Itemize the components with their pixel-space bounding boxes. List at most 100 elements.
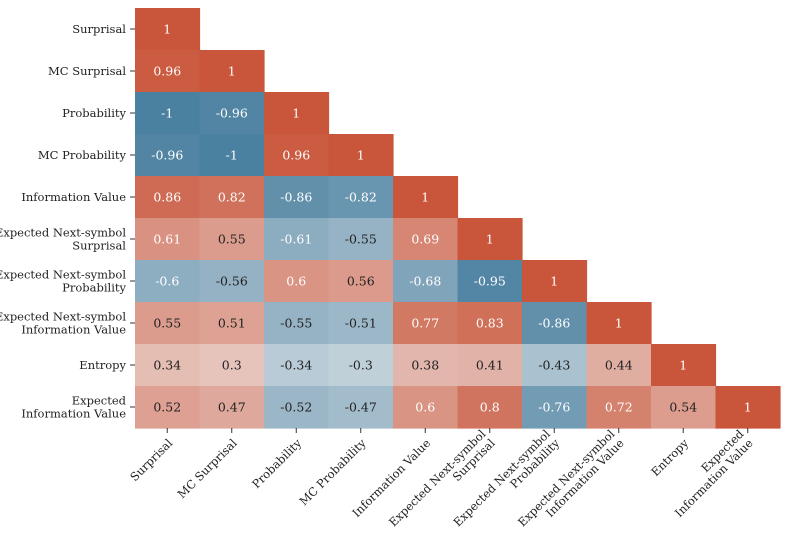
cell-value-r4-c2: -0.86 [280, 190, 312, 205]
cell-value-r4-c1: 0.82 [218, 190, 246, 205]
heatmap-cell-r7-c0 [135, 302, 201, 345]
cell-value-r6-c4: -0.68 [409, 274, 441, 289]
heatmap-cell-r1-c0 [135, 50, 201, 93]
heatmap-cell-r5-c3 [328, 218, 394, 261]
heatmap-cell-r9-c8 [651, 386, 717, 429]
heatmap-cell-r9-c7 [586, 386, 652, 429]
col-label-entropy: Entropy [648, 436, 691, 479]
heatmap-cell-r4-c0 [135, 176, 201, 219]
cell-value-r6-c1: -0.56 [216, 274, 248, 289]
cell-value-r5-c4: 0.69 [411, 232, 439, 247]
cell-value-r9-c4: 0.6 [415, 400, 435, 415]
row-label-expected-information-value-line-0: Expected [72, 394, 127, 408]
heatmap-cell-r7-c7 [586, 302, 652, 345]
heatmap-cell-r5-c4 [393, 218, 459, 261]
col-label-mc-surprisal: MC Surprisal [175, 436, 240, 501]
cell-value-r5-c5: 1 [486, 232, 494, 247]
cell-value-r7-c7: 1 [615, 316, 623, 331]
heatmap-cell-r4-c4 [393, 176, 459, 219]
heatmap-cell-r6-c4 [393, 260, 459, 303]
heatmap-cell-r9-c2 [264, 386, 330, 429]
heatmap-cell-r0-c0 [135, 8, 201, 51]
heatmap-cell-r7-c1 [199, 302, 265, 345]
cell-value-r6-c3: 0.56 [347, 274, 375, 289]
heatmap-cell-r8-c8 [651, 344, 717, 387]
row-label-expected-next-symbol-probability-line-1: Probability [62, 281, 126, 295]
col-label-surprisal: Surprisal [127, 436, 175, 484]
cell-value-r8-c3: -0.3 [349, 358, 373, 373]
cell-value-r8-c2: -0.34 [280, 358, 312, 373]
col-label-probability: Probability [249, 436, 304, 491]
heatmap-cell-r4-c1 [199, 176, 265, 219]
cell-value-r5-c2: -0.61 [280, 232, 312, 247]
cell-value-r9-c7: 0.72 [605, 400, 633, 415]
cell-value-r9-c0: 0.52 [153, 400, 181, 415]
cell-value-r9-c2: -0.52 [280, 400, 312, 415]
cell-value-r6-c0: -0.6 [155, 274, 179, 289]
cell-value-r7-c4: 0.77 [411, 316, 439, 331]
heatmap-cell-r8-c1 [199, 344, 265, 387]
row-label-expected-information-value-line-1: Information Value [21, 407, 126, 421]
cell-value-r1-c0: 0.96 [153, 64, 181, 79]
row-label-expected-next-symbol-information-value-line-0: Expected Next-symbol [0, 310, 126, 324]
heatmap-cell-r8-c0 [135, 344, 201, 387]
row-label-expected-next-symbol-surprisal-line-1: Surprisal [72, 239, 126, 253]
heatmap-cell-r6-c0 [135, 260, 201, 303]
heatmap-cell-r5-c5 [457, 218, 523, 261]
cell-value-r9-c1: 0.47 [218, 400, 246, 415]
cell-value-r5-c1: 0.55 [218, 232, 246, 247]
heatmap-cell-r8-c4 [393, 344, 459, 387]
cell-value-r6-c5: -0.95 [474, 274, 506, 289]
col-label-mc-probability: MC Probability [296, 436, 369, 509]
heatmap-cell-r9-c0 [135, 386, 201, 429]
heatmap-cell-r2-c1 [199, 92, 265, 135]
cell-value-r7-c3: -0.51 [345, 316, 377, 331]
row-label-information-value: Information Value [21, 190, 126, 204]
row-label-mc-surprisal: MC Surprisal [48, 64, 126, 78]
cell-value-r8-c6: -0.43 [538, 358, 570, 373]
heatmap-cell-r7-c4 [393, 302, 459, 345]
heatmap-cell-r1-c1 [199, 50, 265, 93]
cell-value-r8-c8: 1 [679, 358, 687, 373]
cell-value-r9-c9: 1 [744, 400, 752, 415]
row-labels: Surprisal MC Surprisal Probability MC Proba… [0, 22, 135, 421]
cell-value-r4-c3: -0.82 [345, 190, 377, 205]
cell-value-r3-c3: 1 [357, 148, 365, 163]
cell-value-r7-c2: -0.55 [280, 316, 312, 331]
cell-value-r6-c6: 1 [550, 274, 558, 289]
cell-value-r3-c2: 0.96 [282, 148, 310, 163]
cell-value-r2-c1: -0.96 [216, 106, 248, 121]
heatmap-cell-r9-c3 [328, 386, 394, 429]
row-label-surprisal: Surprisal [72, 22, 126, 36]
cell-value-r9-c8: 0.54 [669, 400, 697, 415]
heatmap-cell-r7-c2 [264, 302, 330, 345]
heatmap-cell-r6-c1 [199, 260, 265, 303]
heatmap-cell-r7-c6 [522, 302, 588, 345]
cell-value-r2-c0: -1 [161, 106, 173, 121]
col-label-group-mc-probability: MC Probability [296, 436, 369, 509]
cell-value-r9-c6: -0.76 [538, 400, 570, 415]
heatmap-cell-r8-c6 [522, 344, 588, 387]
cell-value-r4-c4: 1 [421, 190, 429, 205]
row-label-expected-next-symbol-probability-line-0: Expected Next-symbol [0, 268, 126, 282]
heatmap-cell-r3-c2 [264, 134, 330, 177]
row-label-entropy: Entropy [79, 358, 126, 372]
heatmap-cell-r8-c5 [457, 344, 523, 387]
row-label-probability: Probability [62, 106, 126, 120]
row-label-mc-probability: MC Probability [38, 148, 127, 162]
cell-value-r8-c0: 0.34 [153, 358, 181, 373]
cell-value-r5-c3: -0.55 [345, 232, 377, 247]
col-label-group-mc-surprisal: MC Surprisal [175, 436, 240, 501]
heatmap-cell-r7-c5 [457, 302, 523, 345]
heatmap-cell-r8-c3 [328, 344, 394, 387]
heatmap-cell-r6-c3 [328, 260, 394, 303]
heatmap-cell-r8-c2 [264, 344, 330, 387]
heatmap-cells: 1 0.96 1 -1 -0.96 1 -0.96 -1 0.96 1 0.86 0.82 -0.86 -… [135, 8, 781, 429]
cell-value-r8-c7: 0.44 [605, 358, 633, 373]
heatmap-cell-r9-c4 [393, 386, 459, 429]
cell-value-r5-c0: 0.61 [153, 232, 181, 247]
heatmap-cell-r6-c5 [457, 260, 523, 303]
cell-value-r6-c2: 0.6 [286, 274, 306, 289]
heatmap-cell-r8-c7 [586, 344, 652, 387]
